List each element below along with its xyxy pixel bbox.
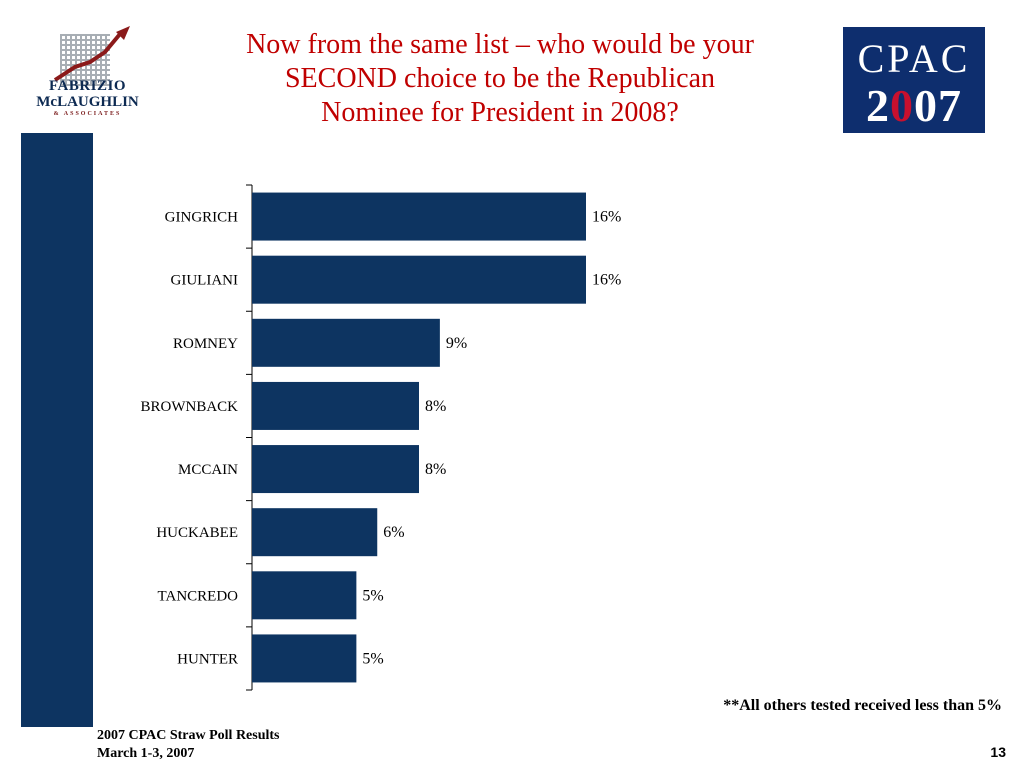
- title-line-2: SECOND choice to be the Republican: [284, 63, 715, 94]
- logo-grid-icon: [60, 34, 110, 86]
- logo-arrow-icon: [53, 26, 130, 82]
- footer-line-1: 2007 CPAC Straw Poll Results: [97, 728, 280, 743]
- category-label: ROMNEY: [173, 336, 238, 352]
- value-label: 6%: [383, 524, 404, 541]
- footer-source: 2007 CPAC Straw Poll Results March 1-3, …: [97, 727, 280, 763]
- footnote: **All others tested received less than 5…: [723, 697, 1002, 714]
- title-line-1: Now from the same list – who would be yo…: [246, 29, 754, 60]
- category-label: GINGRICH: [165, 210, 238, 226]
- year-suffix: 07: [914, 80, 962, 131]
- value-label: 16%: [592, 272, 621, 289]
- category-label: HUNTER: [177, 651, 238, 667]
- value-label: 8%: [425, 398, 446, 415]
- value-label: 16%: [592, 209, 621, 226]
- bar-huckabee: [252, 508, 378, 557]
- value-label: 9%: [446, 335, 467, 352]
- year-prefix: 2: [866, 80, 890, 131]
- category-label: BROWNBACK: [140, 399, 238, 415]
- bar-romney: [252, 318, 440, 367]
- category-label: GIULIANI: [171, 273, 238, 289]
- value-label: 8%: [425, 461, 446, 478]
- bar-tancredo: [252, 571, 357, 620]
- cpac-logo-year: 2007: [843, 79, 985, 132]
- cpac-logo-text: CPAC: [857, 36, 971, 81]
- page-title: Now from the same list – who would be yo…: [180, 28, 820, 130]
- value-label: 5%: [362, 650, 383, 667]
- bar-mccain: [252, 445, 419, 494]
- category-label: TANCREDO: [158, 588, 239, 604]
- bar-gingrich: [252, 192, 586, 241]
- bar-giuliani: [252, 255, 586, 304]
- page-number: 13: [990, 744, 1006, 760]
- fabrizio-mclaughlin-logo: FABRIZIO McLAUGHLIN & ASSOCIATES: [20, 22, 155, 122]
- logo-line-3: & ASSOCIATES: [53, 111, 122, 117]
- cpac-2007-logo: CPAC 2007: [843, 27, 985, 133]
- title-line-3: Nominee for President in 2008?: [321, 97, 679, 128]
- logo-line-2: McLAUGHLIN: [36, 94, 139, 110]
- category-label: MCCAIN: [178, 462, 238, 478]
- value-label: 5%: [362, 587, 383, 604]
- footer-line-2: March 1-3, 2007: [97, 746, 195, 761]
- left-accent-bar: [21, 133, 93, 727]
- bar-hunter: [252, 634, 357, 683]
- category-label: HUCKABEE: [156, 525, 238, 541]
- year-flag-digit: 0: [890, 80, 914, 131]
- logo-line-1: FABRIZIO: [48, 78, 127, 94]
- bar-brownback: [252, 381, 419, 430]
